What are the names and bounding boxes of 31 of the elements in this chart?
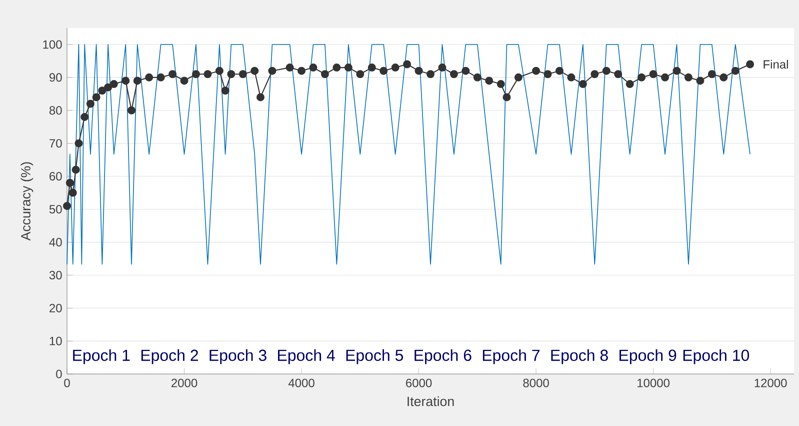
annotation: Epoch 10 — [683, 349, 750, 364]
annotation: Epoch 5 — [346, 349, 404, 364]
y-tick-label: 30 — [49, 270, 62, 280]
x-tick-label: 4000 — [288, 378, 314, 388]
annotation: Epoch 2 — [141, 349, 198, 364]
x-tick-label: 10000 — [638, 378, 670, 388]
x-tick-label: 6000 — [406, 378, 432, 388]
y-tick-label: 100 — [43, 40, 62, 49]
y-tick-label: 20 — [50, 304, 62, 312]
y-tick-label: 0 — [56, 370, 62, 378]
y-axis-title: Accuracy (%) — [20, 162, 34, 241]
x-axis-title: Iteration — [408, 396, 454, 406]
y-tick-label: 50 — [49, 204, 62, 214]
annotation: Epoch 4 — [278, 349, 335, 364]
annotation: Epoch 3 — [210, 349, 266, 364]
annotation: Epoch 1 — [73, 349, 130, 364]
annotation: Epoch 7 — [482, 349, 540, 364]
y-tick-label: 40 — [49, 238, 62, 246]
y-tick-label: 10 — [50, 336, 62, 346]
x-tick-label: 12000 — [754, 378, 787, 388]
y-tick-label: 90 — [50, 73, 62, 82]
annotation: Final — [764, 60, 788, 69]
x-tick-label: 0 — [64, 378, 70, 388]
y-tick-label: 70 — [50, 139, 62, 148]
y-tick-label: 80 — [49, 106, 62, 115]
y-tick-label: 60 — [50, 172, 62, 181]
x-tick-label: 8000 — [523, 378, 549, 388]
annotation: Epoch 8 — [551, 349, 608, 364]
annotation: Epoch 9 — [620, 349, 676, 364]
x-tick-label: 2000 — [172, 378, 198, 388]
annotation: Epoch 6 — [414, 349, 472, 364]
